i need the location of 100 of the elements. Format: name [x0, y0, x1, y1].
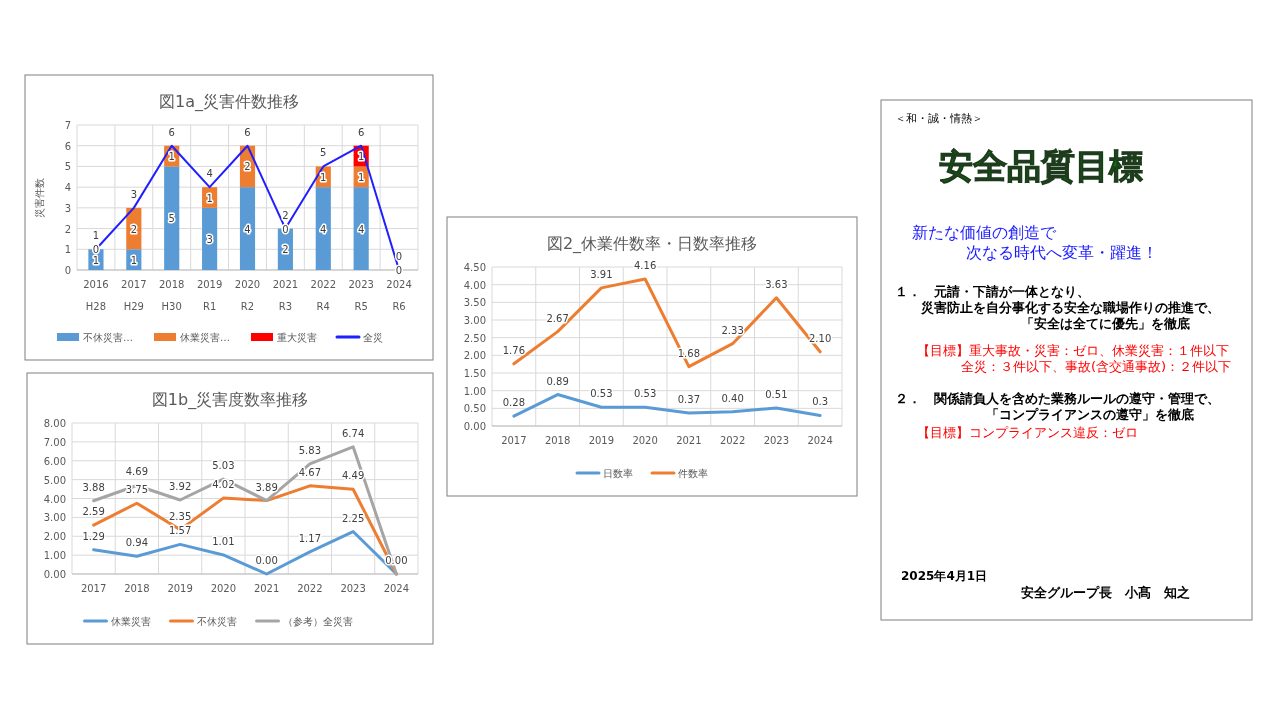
data-label: 3.89 [255, 481, 278, 493]
data-label: 4 [206, 168, 213, 180]
data-label: 4.16 [633, 260, 657, 272]
y-tick-label: 2.00 [463, 350, 486, 362]
data-label: 1 [92, 230, 100, 242]
y-tick-label: 1 [64, 244, 71, 256]
data-label: 0 [395, 265, 403, 276]
chart-title: 図2_休業件数率・日数率推移 [546, 234, 758, 254]
text: 次なる時代へ変革・躍進！ [966, 243, 1158, 262]
text: 災害防止を自分事化する安全な職場作りの推進で、 [920, 300, 1220, 315]
y-tick-label: 7.00 [43, 436, 66, 448]
data-label: 3.92 [168, 481, 192, 493]
y-tick-label: 7 [64, 120, 71, 131]
data-label: 0 [395, 251, 403, 262]
data-label: 2.33 [721, 324, 744, 336]
x-tick-label: 2023 [763, 435, 790, 446]
x-tick-label: 2019 [167, 583, 193, 594]
data-label: 1 [92, 254, 100, 266]
x-tick-label: 2024 R6 [386, 279, 412, 312]
data-label: 0.89 [546, 375, 569, 387]
data-label: 2.59 [82, 506, 105, 518]
legend-label: （参考）全災害 [282, 616, 353, 627]
data-label: 2 [282, 244, 289, 256]
y-tick-label: 1.50 [463, 368, 486, 379]
bar [353, 187, 369, 270]
data-label: 0.40 [721, 392, 744, 404]
text: 【目標】コンプライアンス違反：ゼロ [917, 425, 1138, 440]
bar [164, 166, 180, 270]
data-label: 4.02 [212, 479, 235, 491]
y-tick-label: 3.00 [43, 512, 66, 524]
x-tick-label: 2023 [340, 583, 366, 594]
data-label: 0.53 [633, 388, 657, 400]
data-label: 1.29 [82, 530, 105, 542]
y-tick-label: 0.00 [43, 569, 66, 580]
x-tick-label: 2021 [253, 583, 280, 594]
data-label: 0.37 [677, 393, 701, 405]
x-tick-label: 2022 [297, 583, 323, 594]
data-label: 1.17 [298, 532, 322, 544]
y-tick-label: 1.00 [43, 550, 66, 562]
text: ２． 関係請負人を含めた業務ルールの遵守・管理で、 [895, 391, 1220, 406]
y-tick-label: 0.50 [463, 403, 486, 415]
data-label: 1 [206, 192, 213, 204]
x-tick-label: 2019 [588, 435, 615, 446]
y-tick-label: 1.00 [463, 385, 486, 397]
data-label: 3.88 [82, 481, 105, 493]
data-label: 1.01 [212, 535, 235, 547]
data-label: 2.35 [168, 510, 192, 522]
text: ＜和・誠・情熱＞ [895, 112, 983, 125]
y-tick-label: 2.50 [463, 332, 486, 344]
data-label: 0.00 [255, 555, 278, 566]
data-label: 3 [206, 233, 213, 245]
legend-label: 不休災害… [83, 332, 133, 343]
data-label: 1.76 [502, 344, 526, 356]
legend-label: 休業災害 [110, 616, 151, 627]
x-tick-label: 2024 [807, 435, 833, 446]
x-tick-label: 2018 H30 [159, 279, 185, 312]
data-label: 3 [130, 188, 138, 200]
legend-label: 件数率 [678, 468, 708, 479]
data-label: 1.57 [168, 525, 192, 537]
bar [239, 187, 256, 270]
y-axis-title: 災害件数 [34, 177, 45, 218]
data-label: 0.28 [502, 397, 526, 409]
y-tick-label: 6 [64, 140, 71, 152]
legend-label: 日数率 [603, 468, 633, 479]
data-label: 2 [130, 223, 138, 235]
text: １． 元請・下請が一体となり、 [895, 284, 1090, 299]
data-label: 0.94 [125, 537, 149, 549]
chart-title: 図1b_災害度数率推移 [151, 390, 309, 410]
y-tick-label: 5 [64, 161, 71, 173]
data-label: 5.03 [212, 460, 235, 472]
data-label: 3.91 [590, 268, 613, 280]
y-tick-label: 0.00 [463, 421, 486, 432]
text: 新たな価値の創造で [912, 223, 1057, 242]
data-label: 6.74 [341, 427, 365, 439]
data-label: 2.67 [546, 312, 569, 324]
y-tick-label: 3.00 [463, 315, 486, 326]
x-tick-label: 2020 R2 [234, 279, 261, 312]
data-label: 1 [168, 151, 175, 163]
legend-label: 不休災害 [196, 616, 237, 627]
x-tick-label: 2020 [210, 583, 237, 594]
text: 安全グループ長 小髙 知之 [1021, 585, 1190, 600]
data-label: 3.75 [125, 484, 149, 496]
chart-title: 図1a_災害件数推移 [159, 92, 299, 112]
data-label: 1 [130, 254, 138, 266]
text: 安全品質目標 [939, 146, 1143, 186]
data-label: 6 [168, 126, 175, 138]
x-tick-label: 2017 [501, 435, 527, 446]
data-label: 1 [357, 151, 365, 163]
y-tick-label: 3 [64, 202, 71, 214]
data-label: 3.63 [765, 278, 788, 290]
y-tick-label: 3.50 [463, 297, 486, 309]
x-tick-label: 2018 [124, 583, 150, 594]
x-tick-label: 2022 [719, 435, 746, 446]
data-label: 4 [244, 223, 251, 235]
text: 全災：３件以下、事故(含交通事故)：２件以下 [961, 359, 1232, 374]
data-label: 5.83 [298, 444, 322, 456]
legend-label: 重大災害 [277, 332, 317, 343]
data-label: 2 [282, 209, 289, 221]
x-tick-label: 2017 H29 [121, 279, 147, 312]
y-tick-label: 6.00 [43, 455, 66, 467]
